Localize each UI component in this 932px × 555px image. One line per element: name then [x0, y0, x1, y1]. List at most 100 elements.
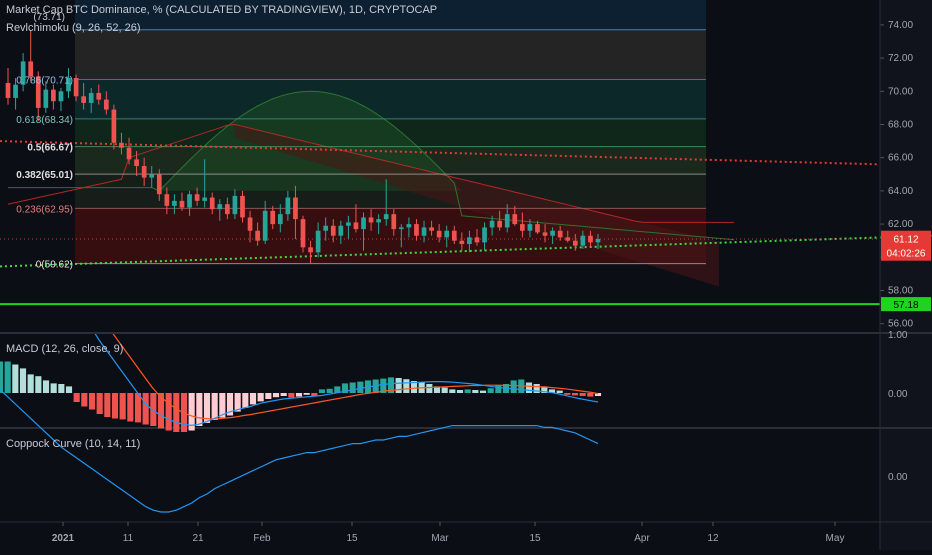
candle — [535, 224, 540, 233]
fib-label: 0.618(68.34) — [16, 115, 73, 126]
macd-histogram-bar — [73, 393, 80, 402]
price-axis-bg — [880, 0, 932, 550]
candle — [550, 230, 555, 236]
macd-tick: 0.00 — [888, 389, 908, 400]
candle — [346, 222, 351, 226]
macd-histogram-bar — [349, 382, 356, 393]
candle — [172, 200, 177, 206]
macd-histogram-bar — [433, 386, 441, 393]
macd-histogram-bar — [211, 393, 218, 420]
macd-histogram-bar — [556, 390, 563, 393]
macd-histogram-bar — [272, 393, 280, 398]
macd-histogram-bar — [403, 379, 410, 393]
candle — [277, 214, 283, 225]
macd-histogram-bar — [111, 393, 119, 419]
candle — [119, 142, 124, 148]
macd-histogram-bar — [196, 393, 203, 426]
candle — [240, 195, 245, 218]
candle — [595, 239, 601, 243]
macd-histogram-bar — [203, 393, 211, 423]
macd-histogram-bar — [265, 393, 272, 399]
macd-histogram-bar — [104, 393, 111, 417]
candle — [20, 61, 26, 85]
macd-histogram-bar — [571, 393, 579, 396]
candle — [300, 219, 306, 248]
candle — [202, 197, 208, 201]
macd-signal-line — [112, 334, 599, 420]
candle — [134, 159, 139, 166]
coppock-line — [0, 389, 599, 513]
macd-histogram-bar — [119, 393, 126, 420]
fib-label: 0.786(70.71) — [16, 76, 73, 87]
horizontal-level-badge — [881, 297, 931, 312]
candle — [338, 225, 344, 236]
fib-label: 0.236(62.95) — [16, 204, 73, 215]
candle — [376, 219, 381, 223]
current-price-label: 61.12 — [893, 235, 918, 246]
macd-histogram-bar — [533, 384, 540, 393]
macd-line — [94, 334, 599, 427]
macd-histogram-bar — [257, 393, 264, 402]
fib-top-label: (73.71) — [33, 12, 65, 23]
candle — [421, 227, 427, 236]
macd-histogram-bar — [219, 393, 226, 418]
candle — [315, 230, 321, 253]
candle — [73, 78, 79, 97]
macd-histogram-bar — [19, 368, 27, 393]
candle — [164, 194, 170, 206]
candle — [141, 166, 147, 178]
macd-histogram-bar — [4, 361, 11, 393]
candle — [255, 230, 260, 241]
time-tick: 2021 — [52, 533, 75, 544]
candle — [489, 220, 495, 228]
candle — [247, 217, 253, 231]
candle — [194, 194, 200, 201]
macd-histogram-bar — [188, 393, 195, 431]
macd-histogram-bar — [387, 377, 395, 393]
candle — [398, 227, 404, 230]
price-tick: 66.00 — [888, 153, 913, 164]
price-tick: 74.00 — [888, 20, 913, 31]
macd-histogram-bar — [541, 386, 548, 393]
macd-histogram-bar — [487, 388, 494, 393]
candle — [225, 204, 230, 215]
macd-histogram-bar — [495, 385, 502, 393]
macd-histogram-bar — [27, 374, 34, 393]
candle — [66, 78, 71, 92]
candle — [383, 214, 389, 220]
price-tick: 72.00 — [888, 53, 913, 64]
candle — [96, 92, 102, 100]
time-tick: 15 — [529, 533, 541, 544]
fib-zone — [75, 0, 706, 30]
macd-histogram-bar — [288, 393, 295, 398]
candle — [187, 194, 192, 208]
macd-histogram-bar — [127, 393, 134, 422]
fib-zone — [75, 79, 706, 119]
candle — [391, 214, 397, 230]
ichimoku-senkou-a — [8, 90, 735, 241]
macd-histogram-bar — [50, 383, 57, 393]
time-tick: 12 — [707, 533, 719, 544]
macd-histogram-bar — [380, 378, 387, 393]
candle — [28, 61, 34, 77]
candle — [51, 89, 56, 102]
fib-label: 0.382(65.01) — [16, 170, 73, 181]
time-tick: 11 — [123, 533, 134, 544]
time-tick: Feb — [253, 533, 271, 544]
candle — [262, 210, 268, 241]
green-dotted-trendline — [0, 234, 932, 268]
macd-histogram-bar — [525, 382, 533, 393]
macd-histogram-bar — [357, 381, 364, 393]
candle — [88, 92, 94, 103]
macd-histogram-bar — [88, 393, 96, 410]
candle — [406, 224, 412, 228]
macd-histogram-bar — [280, 393, 287, 396]
candle — [361, 217, 366, 230]
time-tick: May — [826, 533, 845, 544]
candle — [81, 96, 86, 103]
time-tick: Mar — [431, 533, 449, 544]
horizontal-level-label: 57.18 — [893, 300, 918, 311]
macd-histogram-bar — [142, 393, 149, 425]
macd-histogram-bar — [65, 386, 73, 393]
